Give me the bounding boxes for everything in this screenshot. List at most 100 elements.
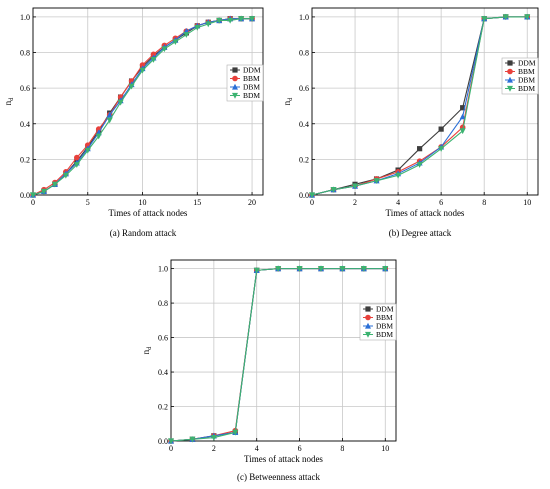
data-point — [253, 267, 260, 274]
legend-label: BBM — [376, 313, 393, 322]
legend-marker — [365, 314, 371, 321]
data-point — [373, 178, 380, 184]
data-point — [172, 39, 179, 46]
data-point — [417, 146, 423, 152]
data-point — [216, 17, 223, 24]
y-tick-label: 0.0 — [158, 437, 168, 446]
series-line — [170, 268, 386, 442]
data-point — [360, 266, 367, 272]
series-ddm — [309, 14, 530, 198]
series-bdm — [30, 16, 256, 199]
y-tick-label: 0.4 — [20, 120, 30, 129]
y-axis-label: nd — [141, 346, 153, 355]
y-axis-label: nd — [282, 97, 294, 106]
data-point — [51, 181, 58, 188]
x-tick-label: 0 — [169, 444, 173, 453]
data-point — [238, 16, 245, 22]
data-point — [189, 436, 196, 443]
data-point — [73, 162, 80, 168]
series-line — [170, 268, 386, 442]
y-tick-label: 0.4 — [299, 120, 309, 129]
data-point — [95, 133, 102, 140]
x-tick-label: 6 — [298, 444, 302, 453]
plot-frame — [311, 7, 539, 196]
x-tick-label: 8 — [340, 444, 344, 453]
y-tick-label: 0.2 — [299, 155, 309, 164]
data-point — [382, 266, 389, 272]
data-point — [183, 32, 190, 38]
x-tick-label: 10 — [381, 444, 389, 453]
y-tick-label: 0.8 — [158, 299, 168, 308]
legend-marker — [232, 75, 238, 82]
series-line — [170, 268, 386, 442]
plot-frame — [170, 259, 397, 442]
x-tick-label: 4 — [396, 198, 400, 207]
data-point — [339, 266, 346, 272]
data-point — [309, 192, 315, 199]
data-point — [232, 429, 239, 436]
x-tick-label: 6 — [439, 198, 443, 207]
y-tick-label: 0.8 — [299, 49, 309, 58]
series-bbm — [168, 265, 389, 444]
legend-label: BDM — [376, 330, 393, 339]
data-point — [416, 162, 423, 168]
chart-panel-1: 0 5 10 15 20 0.0 0.2 0.4 0.6 0.8 1.0 Times of attac… — [3, 7, 264, 238]
series-dbm — [309, 13, 531, 198]
x-tick-label: 15 — [193, 198, 201, 207]
data-point — [30, 192, 36, 199]
legend-marker — [507, 76, 513, 83]
data-point — [150, 57, 157, 63]
x-tick-label: 0 — [31, 198, 35, 207]
data-point — [275, 266, 282, 272]
legend-label: BDM — [518, 84, 535, 93]
data-point — [438, 126, 444, 132]
data-point — [352, 183, 359, 190]
legend-label: DDM — [376, 305, 394, 314]
y-tick-label: 0.2 — [158, 403, 168, 412]
data-point — [210, 434, 217, 441]
legend-label: DBM — [518, 76, 535, 85]
data-point — [139, 62, 146, 68]
chart-panel-2: 0 2 4 6 8 10 0.0 0.2 0.4 0.6 0.8 1.0 Times of attack… — [282, 7, 539, 238]
data-point — [40, 188, 47, 195]
legend-label: DBM — [243, 83, 260, 92]
y-tick-label: 0.2 — [20, 155, 30, 164]
y-tick-label: 0.6 — [299, 84, 309, 93]
legend-marker — [232, 92, 238, 99]
data-point — [168, 438, 174, 445]
data-point — [106, 117, 113, 124]
x-axis-label: Times of attack nodes — [109, 208, 188, 218]
data-point — [395, 172, 402, 179]
y-axis-label-subscript: d — [8, 97, 15, 101]
x-axis-label: Times of attack nodes — [244, 454, 323, 464]
data-point — [524, 14, 531, 21]
legend-marker — [232, 67, 238, 73]
legend-marker — [507, 60, 513, 66]
x-tick-label: 10 — [139, 198, 147, 207]
x-tick-label: 10 — [523, 198, 531, 207]
data-point — [194, 24, 201, 31]
data-point — [318, 266, 324, 272]
data-point — [502, 14, 509, 21]
x-tick-label: 20 — [248, 198, 256, 207]
data-point — [460, 105, 466, 111]
legend-marker — [507, 68, 513, 75]
series-ddm — [168, 266, 388, 444]
data-point — [139, 67, 146, 74]
series-bdm — [309, 14, 531, 199]
y-tick-label: 0.4 — [158, 368, 168, 377]
data-point — [459, 128, 466, 135]
y-axis-label: nd — [3, 97, 15, 106]
y-tick-label: 0.0 — [299, 191, 309, 200]
data-point — [227, 17, 234, 24]
legend-label: BBM — [243, 74, 260, 83]
x-tick-label: 0 — [310, 198, 314, 207]
series-line — [170, 268, 386, 442]
series-line — [311, 16, 528, 196]
data-point — [438, 146, 445, 152]
x-tick-label: 4 — [255, 444, 259, 453]
data-point — [459, 113, 466, 120]
data-point — [330, 187, 337, 193]
panel-caption: (a) Random attack — [110, 228, 177, 238]
